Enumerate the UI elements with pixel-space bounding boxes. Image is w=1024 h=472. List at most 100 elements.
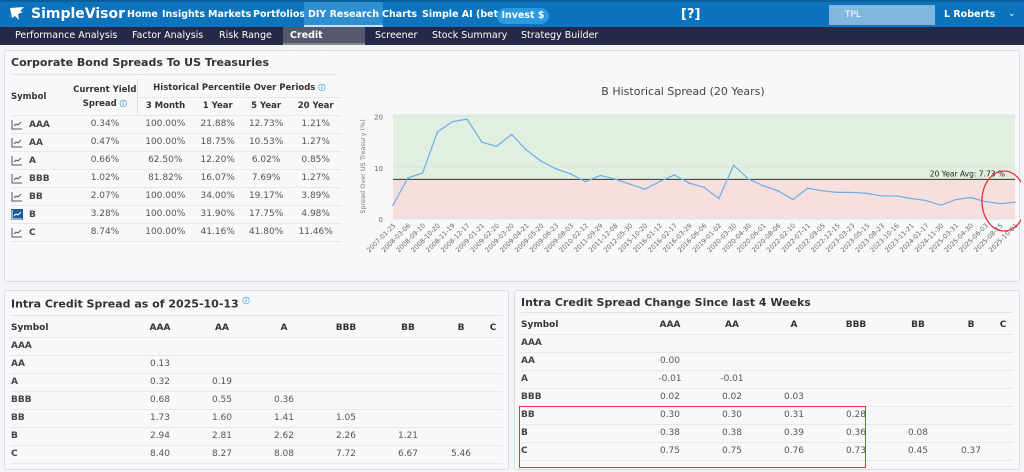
symbol-cell[interactable]: BBB bbox=[11, 169, 73, 188]
row-symbol: AA bbox=[11, 355, 129, 374]
col-header: A bbox=[763, 316, 825, 335]
row-symbol: C bbox=[521, 442, 639, 461]
percentile-cell: 19.17% bbox=[241, 187, 291, 206]
chart-icon[interactable] bbox=[11, 137, 23, 148]
symbol-cell[interactable]: AA bbox=[11, 133, 73, 152]
nav-simple-ai[interactable]: Simple AI (beta) bbox=[422, 9, 509, 20]
value-cell bbox=[763, 334, 825, 353]
value-cell: 0.30 bbox=[639, 406, 701, 425]
value-cell bbox=[949, 388, 993, 407]
tab-factor-analysis[interactable]: Factor Analysis bbox=[132, 30, 204, 41]
symbol-cell[interactable]: C bbox=[11, 223, 73, 242]
chart-icon[interactable] bbox=[11, 173, 23, 184]
data-point bbox=[866, 192, 868, 195]
table-row[interactable]: AA 0.47% 100.00% 18.75% 10.53% 1.27% bbox=[11, 133, 341, 152]
col-header: BB bbox=[887, 316, 949, 335]
tab-performance-analysis[interactable]: Performance Analysis bbox=[15, 30, 118, 41]
percentile-cell: 41.16% bbox=[193, 223, 242, 242]
table-row[interactable]: BBB 1.02% 81.82% 16.07% 7.69% 1.27% bbox=[11, 169, 341, 188]
chevron-down-icon[interactable]: ⌄ bbox=[1008, 9, 1016, 19]
value-cell bbox=[949, 352, 993, 371]
col-header: A bbox=[253, 319, 315, 338]
brand-logo[interactable]: SimpleVisor bbox=[8, 5, 125, 23]
percentile-cell: 34.00% bbox=[193, 187, 242, 206]
value-cell: 0.45 bbox=[887, 442, 949, 461]
intra-spread-table: Symbol AAA AA A BBB BB B C AAA AA 0.13 A 0.32 0.19 BBB… bbox=[11, 319, 503, 464]
value-cell bbox=[993, 424, 1013, 443]
chart-icon[interactable] bbox=[11, 208, 23, 220]
table-row[interactable]: BB 2.07% 100.00% 34.00% 19.17% 3.89% bbox=[11, 187, 341, 206]
value-cell bbox=[483, 337, 503, 356]
info-icon[interactable]: ⓘ bbox=[318, 83, 326, 92]
table-row[interactable]: AAA 0.34% 100.00% 21.88% 12.73% 1.21% bbox=[11, 115, 341, 134]
row-symbol: BBB bbox=[11, 391, 129, 410]
col-header: AA bbox=[701, 316, 763, 335]
help-video-icon[interactable]: [?] bbox=[681, 7, 701, 22]
value-cell bbox=[253, 355, 315, 374]
data-point bbox=[392, 204, 394, 206]
nav-diy-research[interactable]: DIY Research bbox=[304, 2, 383, 27]
table-row[interactable]: B 3.28% 100.00% 31.90% 17.75% 4.98% bbox=[11, 205, 341, 224]
value-cell: 0.00 bbox=[639, 352, 701, 371]
chart-icon[interactable] bbox=[11, 119, 23, 130]
tab-credit-spreads[interactable]: Credit Spreads bbox=[283, 27, 365, 59]
chart-icon[interactable] bbox=[11, 191, 23, 202]
symbol-cell[interactable]: A bbox=[11, 151, 73, 170]
data-point bbox=[510, 133, 513, 136]
info-icon[interactable]: ⓘ bbox=[119, 99, 127, 108]
data-point bbox=[821, 190, 824, 192]
percentile-cell: 31.90% bbox=[193, 205, 242, 224]
nav-markets[interactable]: Markets bbox=[208, 9, 252, 20]
col-20-year: 20 Year bbox=[290, 97, 341, 116]
table-row[interactable]: A 0.66% 62.50% 12.20% 6.02% 0.85% bbox=[11, 151, 341, 170]
tab-screener[interactable]: Screener bbox=[375, 30, 418, 41]
value-cell: 8.27 bbox=[191, 445, 253, 464]
value-cell bbox=[315, 355, 377, 374]
info-icon[interactable]: ⓘ bbox=[242, 297, 250, 305]
data-point bbox=[658, 180, 661, 183]
data-point bbox=[792, 198, 794, 201]
table-row: AAA bbox=[11, 337, 503, 356]
symbol-label: C bbox=[29, 227, 36, 238]
nav-insights[interactable]: Insights bbox=[162, 9, 205, 20]
col-1-year: 1 Year bbox=[193, 97, 242, 116]
nav-portfolios[interactable]: Portfolios bbox=[253, 9, 306, 20]
current-spread: 0.34% bbox=[73, 115, 137, 134]
value-cell: 5.46 bbox=[439, 445, 483, 464]
symbol-cell[interactable]: B bbox=[11, 205, 73, 224]
table-row[interactable]: C 8.74% 100.00% 41.16% 41.80% 11.46% bbox=[11, 223, 341, 242]
value-cell: 0.13 bbox=[129, 355, 191, 374]
data-point bbox=[718, 197, 720, 200]
tab-strategy-builder[interactable]: Strategy Builder bbox=[521, 30, 599, 41]
symbol-cell[interactable]: AAA bbox=[11, 115, 73, 134]
data-point bbox=[851, 191, 853, 194]
table-row: BBB 0.02 0.02 0.03 bbox=[521, 388, 1013, 407]
tab-risk-range[interactable]: Risk Range bbox=[219, 30, 272, 41]
data-point bbox=[895, 195, 898, 197]
table-row: C 8.40 8.27 8.08 7.72 6.67 5.46 bbox=[11, 445, 503, 464]
chart-icon[interactable] bbox=[11, 155, 23, 166]
symbol-label: A bbox=[29, 155, 36, 166]
tab-stock-summary[interactable]: Stock Summary bbox=[432, 30, 508, 41]
value-cell: 2.94 bbox=[129, 427, 191, 446]
band-0 bbox=[393, 179, 1015, 219]
nav-charts[interactable]: Charts bbox=[382, 9, 418, 20]
table-row: BB 1.73 1.60 1.41 1.05 bbox=[11, 409, 503, 428]
data-point bbox=[407, 177, 409, 179]
invest-button[interactable]: Invest $ bbox=[497, 8, 549, 24]
percentile-cell: 10.53% bbox=[241, 133, 291, 152]
value-cell bbox=[949, 406, 993, 425]
table-row: BB 0.30 0.30 0.31 0.28 bbox=[521, 406, 1013, 425]
col-header: AAA bbox=[639, 316, 701, 335]
value-cell: 2.26 bbox=[315, 427, 377, 446]
search-input[interactable] bbox=[829, 5, 935, 25]
percentile-cell: 6.02% bbox=[241, 151, 291, 170]
nav-home[interactable]: Home bbox=[127, 9, 158, 20]
symbol-cell[interactable]: BB bbox=[11, 187, 73, 206]
percentile-cell: 100.00% bbox=[137, 187, 194, 206]
value-cell bbox=[253, 373, 315, 392]
user-menu[interactable]: L Roberts bbox=[944, 9, 996, 20]
percentile-cell: 17.75% bbox=[241, 205, 291, 224]
chart-icon[interactable] bbox=[11, 227, 23, 238]
value-cell: 0.76 bbox=[763, 442, 825, 461]
